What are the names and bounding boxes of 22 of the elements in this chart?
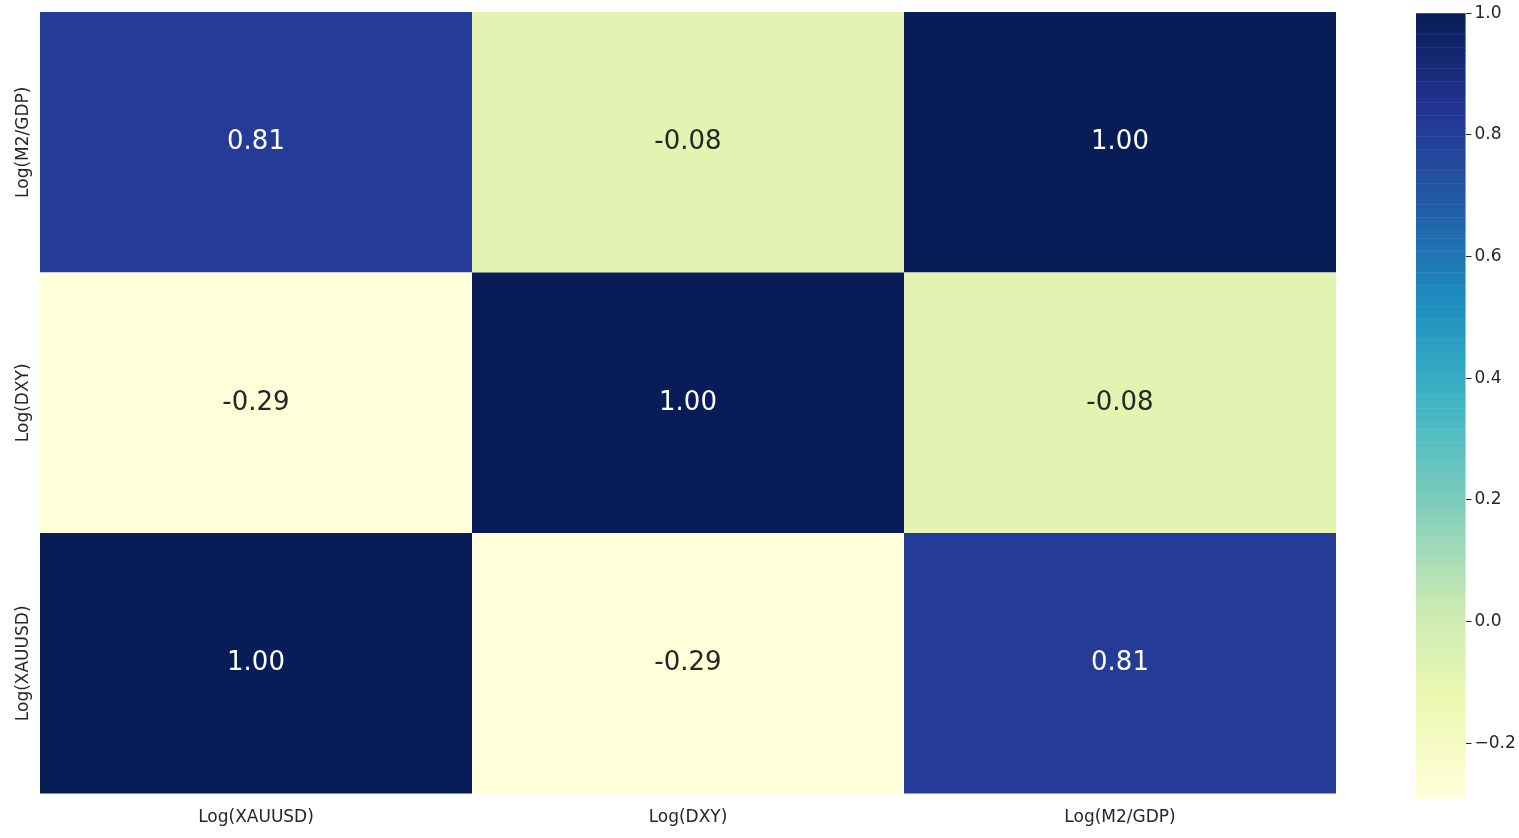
data-label: 0.81 (1091, 646, 1149, 677)
data-label: 1.00 (1091, 125, 1149, 156)
data-label: 0.81 (227, 125, 285, 156)
data-label: -0.29 (654, 646, 722, 677)
color-bar-label: 1.0 (1474, 1, 1502, 22)
color-bar-label: 0.0 (1474, 609, 1502, 630)
y-tick-label: Log(XAUUSD) (11, 605, 32, 722)
color-bar-label: 0.6 (1474, 244, 1502, 265)
x-tick-label: Log(XAUUSD) (198, 806, 314, 827)
y-tick-label: Log(M2/GDP) (11, 86, 32, 198)
data-label: 1.00 (227, 646, 285, 677)
y-tick-label: Log(DXY) (11, 363, 32, 443)
x-tick-label: Log(M2/GDP) (1064, 806, 1176, 827)
data-label: -0.08 (1086, 385, 1154, 416)
color-bar-label: −0.2 (1474, 731, 1516, 752)
data-label: -0.08 (654, 125, 722, 156)
data-label: -0.29 (222, 385, 290, 416)
color-bar-label: 0.8 (1474, 123, 1502, 144)
color-bar-label: 0.4 (1474, 366, 1502, 387)
data-label: 1.00 (659, 385, 717, 416)
x-tick-label: Log(DXY) (648, 806, 728, 827)
color-bar-label: 0.2 (1474, 488, 1502, 509)
